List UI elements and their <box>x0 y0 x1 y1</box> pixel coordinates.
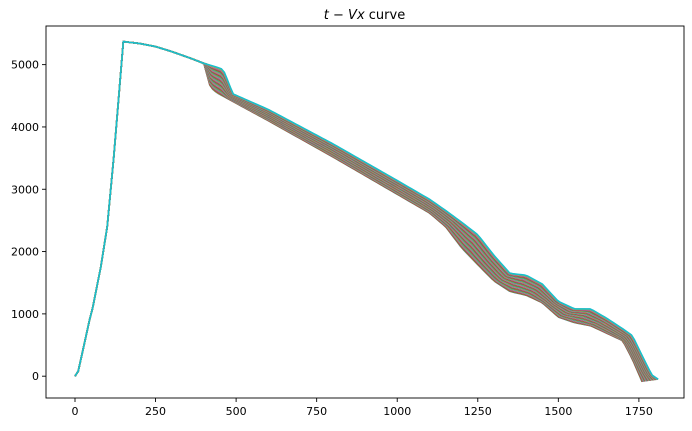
series-line <box>74 40 647 382</box>
series-line <box>74 40 645 382</box>
series-line <box>74 40 652 381</box>
series-line <box>74 40 650 382</box>
series-line <box>74 40 646 382</box>
x-tick-label: 1750 <box>625 405 653 418</box>
series-line <box>74 40 655 381</box>
series-line <box>74 40 646 382</box>
series-line <box>74 40 645 382</box>
series-line <box>74 40 653 381</box>
series-line <box>74 40 655 381</box>
series-line <box>74 40 644 382</box>
y-tick-label: 5000 <box>11 59 39 72</box>
y-tick-label: 0 <box>32 370 39 383</box>
series-line <box>74 40 654 381</box>
series-line <box>74 40 646 382</box>
series-line <box>74 40 649 382</box>
series-line <box>74 40 659 381</box>
series-line <box>74 40 650 382</box>
series-line <box>74 40 654 381</box>
series-line <box>74 40 649 382</box>
series-line <box>74 40 657 381</box>
series-line <box>74 40 659 380</box>
series-line <box>74 40 649 382</box>
y-tick-label: 3000 <box>11 183 39 196</box>
series-line <box>74 40 657 381</box>
series-line <box>74 40 658 381</box>
y-tick-label: 2000 <box>11 246 39 259</box>
series-line <box>74 40 656 381</box>
series-line <box>74 40 654 381</box>
series-line <box>74 40 648 382</box>
series-line <box>74 40 644 383</box>
series-line <box>74 40 650 382</box>
series-line <box>74 40 658 381</box>
x-axis: 0 250 500 750 1000 1250 1500 1750 <box>72 398 653 418</box>
y-axis: 0 1000 2000 3000 4000 5000 <box>11 59 46 383</box>
x-tick-label: 500 <box>226 405 247 418</box>
series-line <box>74 40 651 382</box>
x-tick-label: 1000 <box>383 405 411 418</box>
series-line <box>74 40 654 381</box>
series-line <box>74 40 647 382</box>
series-line <box>74 40 647 382</box>
chart-title-math: t − Vx <box>324 8 365 23</box>
x-tick-label: 1250 <box>464 405 492 418</box>
chart-title-text: curve <box>365 8 406 23</box>
series-line <box>74 40 648 382</box>
x-tick-label: 1500 <box>544 405 572 418</box>
series-line <box>74 40 653 381</box>
series-line <box>74 40 656 381</box>
series-line <box>74 40 646 382</box>
x-tick-label: 750 <box>306 405 327 418</box>
series-line <box>74 40 653 381</box>
series-line <box>74 40 658 381</box>
chart-title: t − Vx curve <box>324 8 405 23</box>
series-line <box>74 40 647 382</box>
series-line <box>74 40 644 383</box>
series-line <box>74 40 650 382</box>
series-line <box>74 40 655 381</box>
series-line <box>74 40 648 382</box>
series-line <box>74 40 643 383</box>
series-line <box>74 40 651 381</box>
series-line <box>74 40 655 381</box>
x-tick-label: 0 <box>72 405 79 418</box>
series-line <box>74 40 648 382</box>
series-line <box>74 40 656 381</box>
series-line <box>74 40 653 381</box>
series-line <box>74 40 645 382</box>
series-line <box>74 40 657 381</box>
series-line <box>74 40 651 382</box>
x-tick-label: 250 <box>145 405 166 418</box>
series-line <box>74 40 659 381</box>
y-tick-label: 4000 <box>11 121 39 134</box>
series-line <box>74 40 657 381</box>
y-tick-label: 1000 <box>11 308 39 321</box>
series-line <box>74 40 652 381</box>
series-line <box>74 40 652 381</box>
series-layer <box>74 40 659 383</box>
plot-frame <box>45 25 685 399</box>
series-line <box>74 40 658 381</box>
series-line <box>74 40 651 382</box>
series-line <box>74 40 644 382</box>
